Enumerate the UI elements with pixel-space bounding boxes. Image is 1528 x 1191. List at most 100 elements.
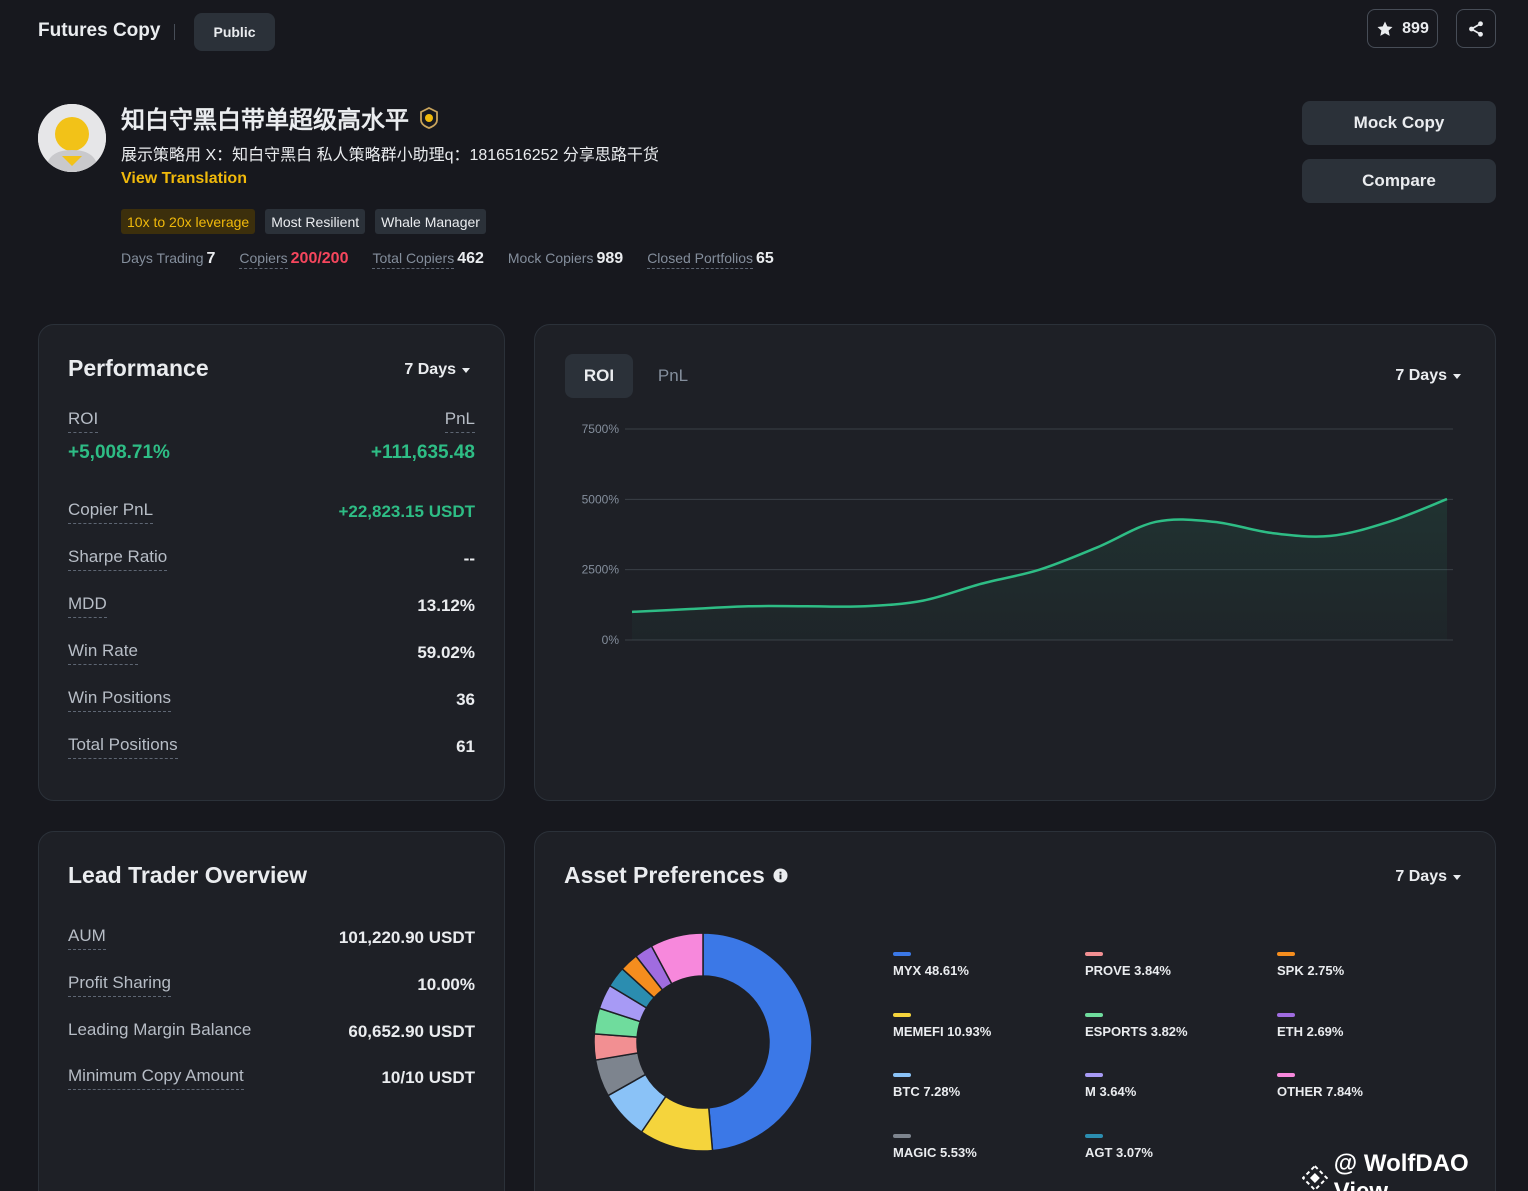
legend-item: PROVE 3.84% xyxy=(1085,952,1171,978)
avatar xyxy=(38,104,106,172)
legend-item: ESPORTS 3.82% xyxy=(1085,1013,1188,1039)
legend-item: ETH 2.69% xyxy=(1277,1013,1343,1039)
legend-item: MEMEFI 10.93% xyxy=(893,1013,991,1039)
legend-item: BTC 7.28% xyxy=(893,1073,960,1099)
days-trading-value: 7 xyxy=(206,250,216,267)
donut-slice[interactable] xyxy=(702,932,813,1152)
aum-row: AUM 101,220.90 USDT xyxy=(68,926,475,950)
asset-period-select[interactable]: 7 Days xyxy=(1395,868,1461,886)
compare-button[interactable]: Compare xyxy=(1302,159,1496,203)
tag-whale-manager: Whale Manager xyxy=(375,209,486,234)
total-copiers-value: 462 xyxy=(457,250,484,267)
aum-value: 101,220.90 USDT xyxy=(338,928,475,947)
chevron-down-icon xyxy=(1453,874,1461,880)
roi-pnl-values: +5,008.71% +111,635.48 xyxy=(68,442,475,464)
win-positions-label[interactable]: Win Positions xyxy=(68,688,171,712)
legend-swatch xyxy=(893,1134,911,1138)
pnl-label[interactable]: PnL xyxy=(444,409,475,433)
donut-slice[interactable] xyxy=(650,932,704,985)
share-button[interactable] xyxy=(1456,9,1496,48)
trader-name-row: 知白守黑白带单超级高水平 xyxy=(121,100,441,135)
aum-label[interactable]: AUM xyxy=(68,926,106,950)
info-icon[interactable] xyxy=(773,868,788,883)
copier-pnl-label[interactable]: Copier PnL xyxy=(68,500,154,524)
legend-item: OTHER 7.84% xyxy=(1277,1073,1363,1099)
leading-margin-row: Leading Margin Balance 60,652.90 USDT xyxy=(68,1020,475,1043)
favorite-button[interactable]: 899 xyxy=(1367,9,1438,48)
tab-pnl[interactable]: PnL xyxy=(657,366,689,385)
tag-leverage: 10x to 20x leverage xyxy=(121,209,256,234)
legend-swatch xyxy=(1277,1013,1295,1017)
chevron-down-icon xyxy=(462,367,470,373)
copiers-label[interactable]: Copiers xyxy=(239,250,288,269)
copiers-value: 200/200 xyxy=(290,250,349,267)
pnl-value: +111,635.48 xyxy=(370,442,475,463)
days-trading-label: Days Trading xyxy=(121,250,204,266)
sharpe-ratio-label[interactable]: Sharpe Ratio xyxy=(68,547,168,571)
legend-item: AGT 3.07% xyxy=(1085,1134,1153,1160)
roi-value: +5,008.71% xyxy=(68,442,170,463)
share-icon xyxy=(1469,20,1483,37)
stat-total-copiers: Total Copiers 462 xyxy=(372,250,484,269)
legend-label: ESPORTS 3.82% xyxy=(1085,1024,1188,1039)
mdd-row: MDD 13.12% xyxy=(68,594,475,618)
roi-area-fill xyxy=(632,499,1447,640)
trader-name: 知白守黑白带单超级高水平 xyxy=(121,107,409,134)
trader-stats: Days Trading 7 Copiers 200/200 Total Cop… xyxy=(121,250,774,269)
public-badge[interactable]: Public xyxy=(194,13,275,51)
star-icon xyxy=(1377,21,1393,36)
watermark-text: @ WolfDAO View xyxy=(1333,1150,1469,1191)
mdd-label[interactable]: MDD xyxy=(68,594,107,618)
legend-swatch xyxy=(893,952,911,956)
legend-swatch xyxy=(1277,1073,1295,1077)
performance-card: Performance 7 Days ROI PnL +5,008.71% +1… xyxy=(38,324,505,801)
performance-period-select[interactable]: 7 Days xyxy=(404,361,470,379)
stat-copiers: Copiers 200/200 xyxy=(239,250,348,269)
tag-most-resilient: Most Resilient xyxy=(265,209,366,234)
total-positions-label[interactable]: Total Positions xyxy=(68,735,178,759)
performance-period-label: 7 Days xyxy=(404,361,456,378)
legend-swatch xyxy=(1085,1073,1103,1077)
legend-label: MAGIC 5.53% xyxy=(893,1145,977,1160)
total-positions-value: 61 xyxy=(456,737,475,756)
roi-pnl-header: ROI PnL xyxy=(68,409,475,433)
legend-item: SPK 2.75% xyxy=(1277,952,1344,978)
legend-label: AGT 3.07% xyxy=(1085,1145,1153,1160)
legend-swatch xyxy=(1085,952,1103,956)
min-copy-label[interactable]: Minimum Copy Amount xyxy=(68,1066,244,1090)
profit-sharing-label[interactable]: Profit Sharing xyxy=(68,973,171,997)
lead-trader-title: Lead Trader Overview xyxy=(68,862,308,888)
total-copiers-label[interactable]: Total Copiers xyxy=(372,250,455,269)
closed-portfolios-label[interactable]: Closed Portfolios xyxy=(647,250,754,269)
legend-item: M 3.64% xyxy=(1085,1073,1136,1099)
total-positions-row: Total Positions 61 xyxy=(68,735,475,759)
asset-donut-chart xyxy=(593,932,813,1152)
asset-preferences-card: Asset Preferences 7 Days MYX 48.61% MEMEF… xyxy=(534,831,1496,1191)
view-translation-link[interactable]: View Translation xyxy=(121,170,247,187)
chart-period-select[interactable]: 7 Days xyxy=(1395,367,1461,385)
stat-mock-copiers: Mock Copiers 989 xyxy=(508,250,623,269)
win-rate-row: Win Rate 59.02% xyxy=(68,641,475,665)
win-rate-value: 59.02% xyxy=(417,643,475,662)
mock-copy-button[interactable]: Mock Copy xyxy=(1302,101,1496,145)
performance-title: Performance xyxy=(68,355,209,381)
legend-swatch xyxy=(1085,1134,1103,1138)
y-tick-label: 0% xyxy=(602,633,620,647)
roi-label[interactable]: ROI xyxy=(68,409,99,433)
closed-portfolios-value: 65 xyxy=(756,250,774,267)
profit-sharing-value: 10.00% xyxy=(417,975,475,994)
legend-item: MAGIC 5.53% xyxy=(893,1134,977,1160)
legend-label: M 3.64% xyxy=(1085,1084,1137,1099)
legend-label: OTHER 7.84% xyxy=(1277,1084,1363,1099)
tab-roi[interactable]: ROI xyxy=(565,354,633,398)
min-copy-row: Minimum Copy Amount 10/10 USDT xyxy=(68,1066,475,1090)
watermark: @ WolfDAO View xyxy=(1302,1150,1528,1191)
mock-copiers-value: 989 xyxy=(596,250,624,267)
roi-series-line xyxy=(631,497,1448,614)
copier-pnl-value: +22,823.15 USDT xyxy=(338,502,475,521)
sharpe-ratio-row: Sharpe Ratio -- xyxy=(68,547,475,571)
legend-swatch xyxy=(893,1013,911,1017)
win-rate-label[interactable]: Win Rate xyxy=(68,641,138,665)
y-tick-label: 5000% xyxy=(582,492,620,506)
legend-item: MYX 48.61% xyxy=(893,952,969,978)
